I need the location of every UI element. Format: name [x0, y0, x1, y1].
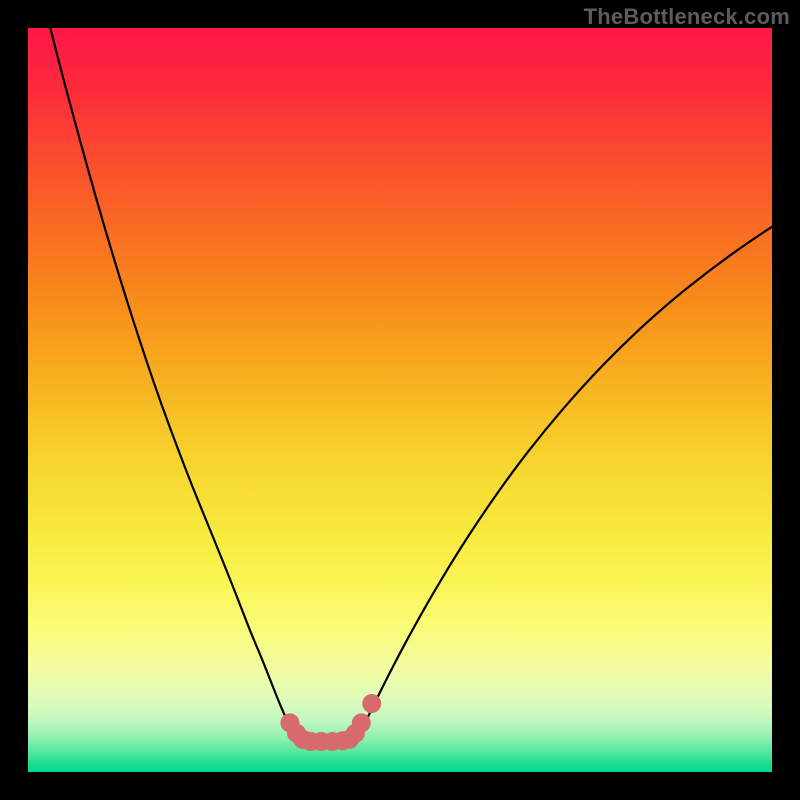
chart-frame: TheBottleneck.com — [0, 0, 800, 800]
chart-background-gradient — [28, 28, 772, 772]
bottleneck-marker — [363, 695, 381, 713]
watermark-text: TheBottleneck.com — [584, 4, 790, 30]
bottleneck-chart — [0, 0, 800, 800]
bottleneck-marker — [352, 714, 370, 732]
